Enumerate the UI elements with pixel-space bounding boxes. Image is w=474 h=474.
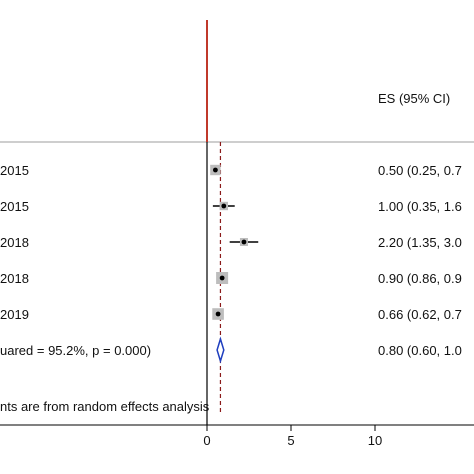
study-label: 2018: [0, 271, 29, 286]
study-point: [241, 239, 247, 245]
study-point: [219, 275, 225, 281]
study-label: 2015: [0, 163, 29, 178]
overall-es-text: 0.80 (0.60, 1.0: [378, 343, 462, 358]
study-point: [213, 167, 218, 173]
study-rows: 2015 0.50 (0.25, 0.7 2015 1.00 (0.35, 1.6 2…: [0, 163, 462, 358]
x-tick-label: 10: [368, 433, 382, 448]
study-es-text: 1.00 (0.35, 1.6: [378, 199, 462, 214]
x-tick-label: 0: [203, 433, 210, 448]
plot-lines: [0, 20, 474, 425]
plot-marks: [210, 164, 259, 364]
study-es-text: 0.50 (0.25, 0.7: [378, 163, 462, 178]
footnote: nts are from random effects analysis: [0, 399, 210, 414]
study-label: 2018: [0, 235, 29, 250]
study-es-text: 0.66 (0.62, 0.7: [378, 307, 462, 322]
x-tick-label: 5: [287, 433, 294, 448]
study-point: [221, 203, 227, 209]
study-es-text: 2.20 (1.35, 3.0: [378, 235, 462, 250]
overall-label: uared = 95.2%, p = 0.000): [0, 343, 151, 358]
study-label: 2015: [0, 199, 29, 214]
study-point: [215, 311, 221, 317]
study-es-text: 0.90 (0.86, 0.9: [378, 271, 462, 286]
overall-diamond: [216, 336, 225, 364]
x-axis: 0 5 10: [0, 424, 474, 448]
study-label: 2019: [0, 307, 29, 322]
es-column-header: ES (95% CI): [378, 91, 450, 106]
